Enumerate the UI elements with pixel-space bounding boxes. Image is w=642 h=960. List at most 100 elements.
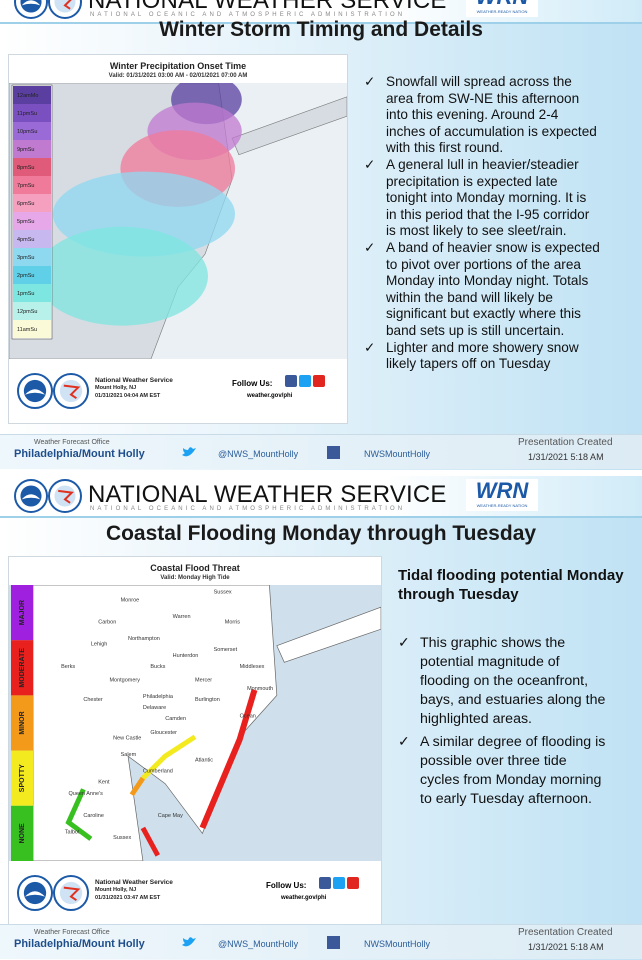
legend-swatch [11,805,33,861]
legend-swatch [11,585,33,641]
header: NATIONAL WEATHER SERVICE NATIONAL OCEANIC… [0,476,642,518]
bay-threat [141,734,197,780]
legend-swatch [13,248,51,266]
footer: Weather Forecast Office Philadelphia/Moun… [0,434,642,469]
place-label: Chester [83,697,102,703]
legend-swatch [13,176,51,194]
legend-label: 10pmSu [17,129,38,135]
noaa-logo [14,479,48,513]
wrn-subtitle: WEATHER-READY NATION [476,9,528,14]
created-label: Presentation Created [518,927,613,938]
twitter-icon [182,447,196,457]
bullet-list: This graphic shows the potential magnitu… [398,634,610,813]
social-icon [319,877,331,889]
map-panel: Coastal Flood Threat Valid: Monday High T… [8,556,382,926]
social-icon [285,375,297,387]
social-icon [347,877,359,889]
legend-label: NONE [19,823,26,844]
nws-logo [48,479,82,513]
legend-label: 12pmSu [17,309,38,315]
office-line: National Weather Service [95,879,173,886]
twitter-icon [182,937,196,947]
bay-threat [65,788,93,841]
slide-title: Winter Storm Timing and Details [159,18,483,41]
legend-label: 2pmSu [17,273,34,279]
legend-swatch [13,194,51,212]
place-label: Atlantic [195,758,213,764]
slide-heading: Tidal flooding potential Monday through … [398,567,624,603]
social-icons [319,877,359,889]
created-time: 1/31/2021 5:18 AM [528,452,604,462]
bullet: Lighter and more showery snow likely tap… [364,340,600,373]
place-label: Philadelphia [143,694,174,700]
map-url: weather.gov/phi [281,895,327,901]
agency-name: NATIONAL WEATHER SERVICE [88,481,447,508]
place-label: Caroline [83,813,103,819]
legend-swatch [13,212,51,230]
legend-label: SPOTTY [19,764,26,792]
legend-swatch [11,750,33,806]
office-name: Philadelphia/Mount Holly [14,938,145,950]
twitter-handle: @NWS_MountHolly [218,449,299,459]
created-label: Presentation Created [518,437,613,448]
social-icon [313,375,325,387]
office-line: National Weather Service [95,377,173,384]
nws-logo [53,875,89,911]
map-valid: Valid: Monday High Tide [160,575,230,581]
facebook-icon [327,936,340,949]
office-label: Weather Forecast Office [34,439,110,446]
long-island [276,606,381,663]
place-label: Talbot [65,829,80,835]
long-island [231,96,347,156]
logo-gull [21,0,41,6]
legend-label: 12amMo [17,93,38,99]
place-label: Ocean [240,713,256,719]
legend-swatch [13,158,51,176]
twitter-handle: @NWS_MountHolly [218,939,299,949]
office-label: Weather Forecast Office [34,929,110,936]
place-label: Delaware [143,705,166,711]
legend-label: 4pmSu [17,237,34,243]
map: 12amMo 11pmSu 10pmSu 9pmSu 8pmSu 7pmSu 6pmSu 5p… [9,83,347,359]
bay-threat [129,776,145,797]
logo-storm [58,489,74,504]
map-url: weather.gov/phi [247,393,293,399]
logo-gull [25,891,45,897]
map: MAJOR MODERATE MINOR SPOTTY NONE Monroe Sussex… [9,585,381,861]
legend-swatch [13,320,51,338]
bay-threat [140,826,161,857]
legend-label: 7pmSu [17,183,34,189]
nws-logo [53,373,89,409]
legend-label: 3pmSu [17,255,34,261]
coast-threat [199,689,258,830]
place-label: Montgomery [109,678,140,684]
office-line: 01/31/2021 03:47 AM EST [95,895,161,901]
legend-swatch [13,230,51,248]
legend-swatch [13,86,51,104]
map-title: Winter Precipitation Onset Time [109,61,247,71]
map-valid: Valid: 01/31/2021 03:00 AM - 02/01/2021 … [108,73,248,79]
map-panel: Winter Precipitation Onset Time Valid: 01… [8,54,348,424]
legend-label: 5pmSu [17,219,34,225]
follow-label: Follow Us: [232,379,273,388]
logo-storm [63,384,81,400]
legend-swatch [13,302,51,320]
legend-label: 11amSu [17,327,37,333]
bullet: A general lull in heavier/steadier preci… [364,157,600,240]
place-label: Berks [61,664,75,670]
social-icon [299,375,311,387]
bullet: Snowfall will spread across the area fro… [364,74,600,157]
footer-icons [182,936,340,949]
office-line: 01/31/2021 04:04 AM EST [95,393,161,399]
place-label: Monmouth [247,686,273,692]
noaa-logo [17,875,53,911]
legend-label: MAJOR [19,600,26,625]
bullet: A band of heavier snow is expected to pi… [364,240,600,340]
bullet-list: Snowfall will spread across the area fro… [364,74,600,373]
wrn-logo: WRN [466,0,538,9]
place-label: Sussex [214,589,232,595]
place-label: Mercer [195,678,212,684]
social-icon [333,877,345,889]
